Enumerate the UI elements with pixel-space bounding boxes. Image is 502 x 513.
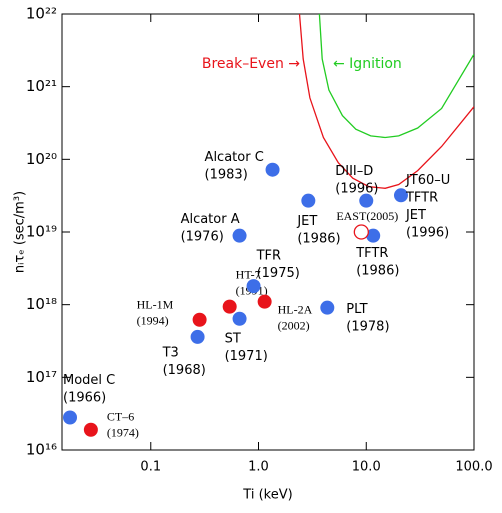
curves xyxy=(298,14,474,189)
data-point xyxy=(232,311,247,326)
data-point xyxy=(366,228,381,243)
data-point xyxy=(265,162,280,177)
point-label: (1976) xyxy=(181,230,224,245)
data-point xyxy=(246,279,261,294)
point-label: (1978) xyxy=(346,320,389,335)
point-label: JET xyxy=(296,214,317,229)
point-label: ST xyxy=(225,331,241,346)
point-label: (1971) xyxy=(225,349,268,364)
point-label: PLT xyxy=(346,302,367,317)
point-label: (1986) xyxy=(356,264,399,279)
data-point xyxy=(192,312,207,327)
x-tick-label: 100.0 xyxy=(455,460,492,475)
data-point xyxy=(301,193,316,208)
y-axis-label: nᵢτₑ (sec/m³) xyxy=(13,191,28,273)
annotation: Break–Even → xyxy=(202,56,300,72)
point-label: TFTR xyxy=(405,190,438,205)
y-tick-label: 10²¹ xyxy=(26,77,57,95)
point-label: Alcator A xyxy=(181,212,240,227)
data-point xyxy=(257,294,272,309)
point-label: CT–6 xyxy=(107,409,134,423)
data-point xyxy=(222,299,237,314)
x-tick-label: 0.1 xyxy=(140,460,161,475)
threshold-curve xyxy=(318,14,474,139)
y-tick-label: 10²² xyxy=(26,5,57,23)
point-label: JT60–U xyxy=(405,173,450,188)
x-tick-label: 10.0 xyxy=(352,460,381,475)
data-point xyxy=(320,300,335,315)
point-label: HT-7 xyxy=(236,267,261,281)
point-label: HL-2A xyxy=(278,302,313,316)
data-point xyxy=(359,193,374,208)
threshold-curve xyxy=(298,14,474,189)
point-label: EAST(2005) xyxy=(336,209,398,223)
data-point xyxy=(353,224,369,240)
point-label: (1975) xyxy=(257,266,300,281)
data-point xyxy=(83,422,98,437)
data-point xyxy=(232,228,247,243)
point-label: Model C xyxy=(63,373,115,388)
point-label: (1974) xyxy=(107,425,139,439)
point-label: JET xyxy=(405,208,426,223)
y-tick-label: 10¹⁶ xyxy=(26,441,57,459)
point-label: TFR xyxy=(256,249,281,264)
point-label: (2002) xyxy=(278,318,310,332)
point-label: (1994) xyxy=(137,314,169,328)
point-label: DIII–D xyxy=(335,164,373,179)
point-label: (1996) xyxy=(406,225,449,240)
y-tick-label: 10²⁰ xyxy=(26,150,57,168)
data-point xyxy=(190,329,205,344)
point-label: TFTR xyxy=(355,246,388,261)
data-point xyxy=(63,410,78,425)
y-tick-label: 10¹⁷ xyxy=(26,368,57,386)
data-point xyxy=(393,188,408,203)
point-label: HL-1M xyxy=(137,298,174,312)
annotation: ← Ignition xyxy=(333,56,402,72)
point-label: (1966) xyxy=(63,391,106,406)
point-label: (1986) xyxy=(297,232,340,247)
y-tick-label: 10¹⁹ xyxy=(26,223,57,241)
point-label: (1996) xyxy=(335,182,378,197)
point-label: Alcator C xyxy=(205,150,264,165)
point-label: (1983) xyxy=(205,168,248,183)
point-label: T3 xyxy=(162,345,179,360)
y-tick-label: 10¹⁸ xyxy=(26,295,57,313)
point-label: (1968) xyxy=(163,363,206,378)
x-tick-label: 1.0 xyxy=(248,460,269,475)
x-axis-label: Ti (keV) xyxy=(242,488,292,503)
